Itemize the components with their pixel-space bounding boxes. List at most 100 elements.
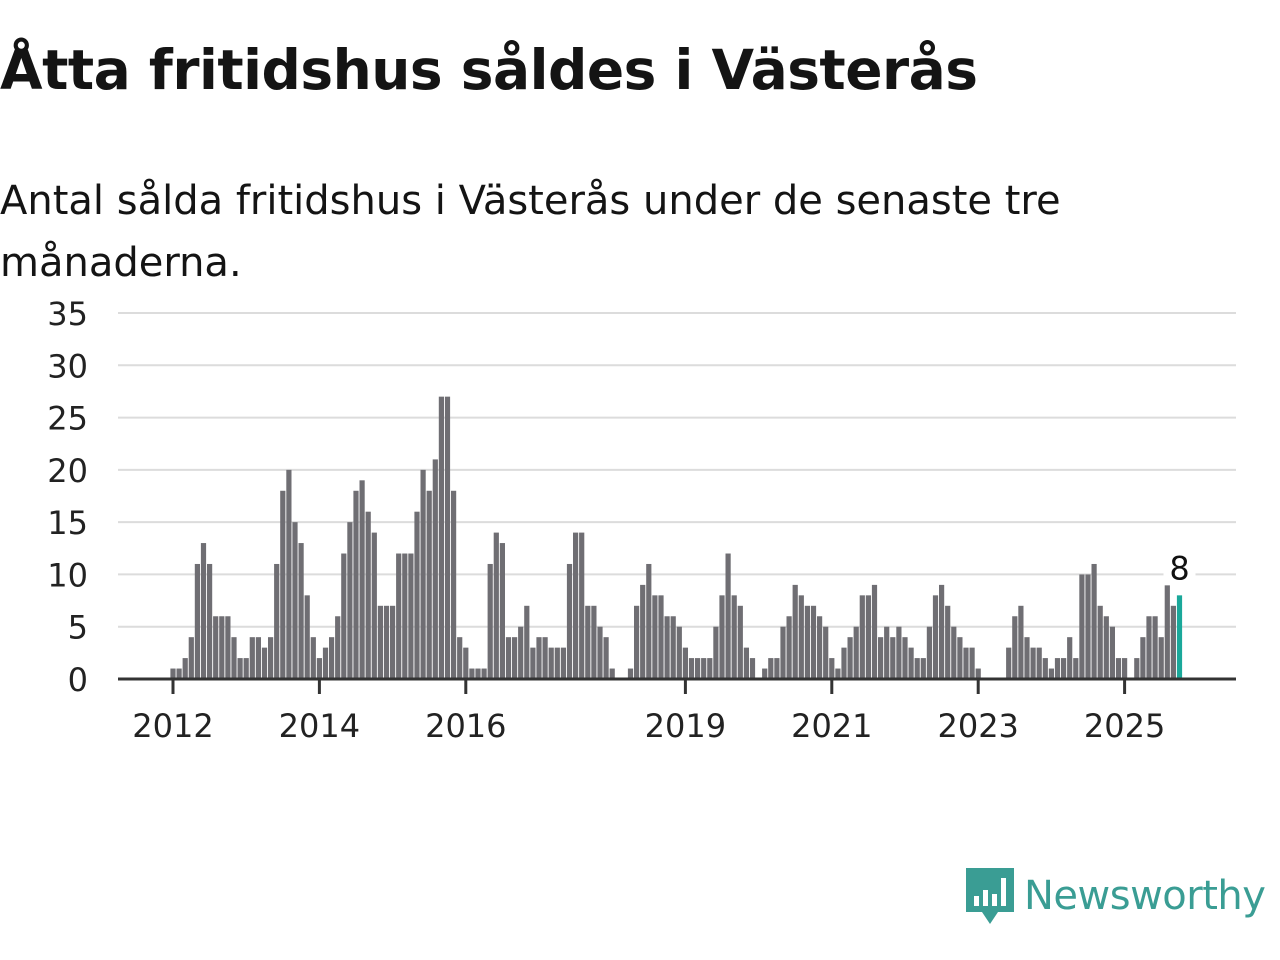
bar xyxy=(603,637,609,679)
bar xyxy=(298,543,304,679)
bar xyxy=(792,584,798,679)
bar xyxy=(920,658,926,679)
bar xyxy=(225,616,231,679)
bar xyxy=(682,647,688,679)
bar xyxy=(493,532,499,679)
bar xyxy=(774,658,780,679)
bar xyxy=(444,396,451,679)
bar xyxy=(316,658,322,679)
bar xyxy=(1140,637,1146,679)
bar xyxy=(420,469,426,679)
y-tick-label: 10 xyxy=(47,556,88,594)
x-tick-label: 2016 xyxy=(425,707,506,745)
bar xyxy=(609,668,615,679)
bar xyxy=(249,637,255,679)
bar xyxy=(487,563,493,679)
bar xyxy=(1036,647,1042,679)
bar xyxy=(810,605,817,679)
y-tick-label: 30 xyxy=(47,347,88,385)
bar xyxy=(707,658,713,679)
bar xyxy=(902,637,908,679)
bar xyxy=(871,584,878,679)
bar xyxy=(591,605,597,679)
bar xyxy=(1164,584,1170,679)
bar xyxy=(1048,668,1054,679)
bar xyxy=(835,668,841,679)
bar xyxy=(743,647,749,679)
bar xyxy=(329,637,335,679)
bar xyxy=(627,668,634,679)
chart-subtitle: Antal sålda fritidshus i Västerås under … xyxy=(0,178,1061,286)
bar xyxy=(719,595,725,679)
bar xyxy=(847,637,853,679)
bar xyxy=(469,668,475,679)
bar xyxy=(176,668,182,679)
bar xyxy=(1109,626,1115,679)
y-tick-label: 0 xyxy=(68,661,88,699)
x-tick-label: 2012 xyxy=(132,707,213,745)
bar xyxy=(353,490,359,679)
bar xyxy=(713,626,719,679)
bar xyxy=(524,605,530,679)
data-label-background xyxy=(1163,549,1196,586)
bar xyxy=(530,647,536,679)
bar xyxy=(1158,637,1164,679)
x-tick-label: 2019 xyxy=(645,707,726,745)
bar xyxy=(518,626,524,679)
bar xyxy=(560,647,566,679)
bar xyxy=(390,605,396,679)
bar xyxy=(347,522,353,679)
bar xyxy=(963,647,969,679)
bar xyxy=(725,553,731,679)
bar xyxy=(1170,605,1176,679)
bar xyxy=(237,658,243,679)
bar xyxy=(213,616,219,679)
y-tick-label: 20 xyxy=(47,452,88,490)
bar xyxy=(823,626,829,679)
bar xyxy=(1067,637,1073,679)
bar xyxy=(207,563,213,679)
bar xyxy=(646,563,652,679)
bar xyxy=(597,626,603,679)
bar xyxy=(945,605,951,679)
bar xyxy=(512,637,518,679)
bar xyxy=(243,658,249,679)
bar xyxy=(1146,616,1152,679)
bar xyxy=(957,637,963,679)
x-tick-label: 2025 xyxy=(1084,707,1165,745)
bar xyxy=(426,490,432,679)
bar xyxy=(579,532,585,679)
bar xyxy=(737,605,743,679)
bar xyxy=(280,490,286,679)
bar xyxy=(884,626,890,679)
bar xyxy=(878,637,884,679)
bar xyxy=(194,563,200,679)
bar xyxy=(768,658,774,679)
bar xyxy=(804,605,810,679)
data-label: 8 xyxy=(1169,549,1189,587)
bar xyxy=(951,626,957,679)
bar xyxy=(200,543,207,679)
bar xyxy=(670,616,676,679)
bar xyxy=(1030,647,1036,679)
bar xyxy=(432,459,438,679)
bar xyxy=(1103,616,1109,679)
bar xyxy=(865,595,871,679)
bar xyxy=(798,595,804,679)
bar xyxy=(322,647,329,679)
bar xyxy=(457,637,463,679)
bar xyxy=(341,553,347,679)
bar xyxy=(359,480,365,679)
bar xyxy=(268,637,274,679)
bar xyxy=(1091,563,1097,679)
bar xyxy=(975,668,981,679)
bar xyxy=(676,626,682,679)
bar xyxy=(188,637,194,679)
bar xyxy=(1097,605,1103,679)
bar xyxy=(640,584,646,679)
bar xyxy=(536,637,542,679)
bar xyxy=(219,616,225,679)
bar xyxy=(932,595,939,679)
bar xyxy=(1079,574,1085,679)
bar xyxy=(1018,605,1024,679)
